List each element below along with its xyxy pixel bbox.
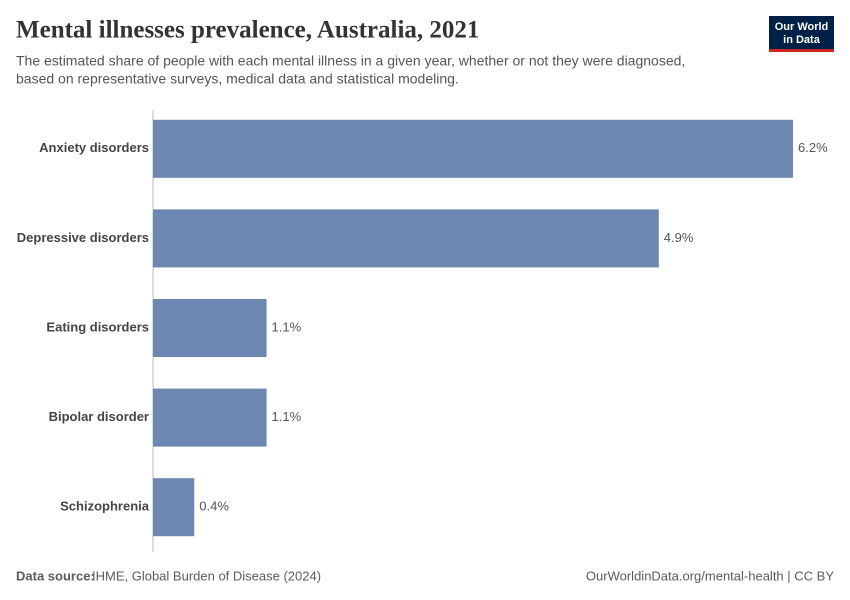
value-label: 1.1%: [272, 319, 302, 334]
logo[interactable]: Our World in Data: [769, 16, 834, 52]
bar: [153, 478, 195, 537]
logo-text: Our World: [775, 21, 829, 33]
category-label: Bipolar disorder: [49, 409, 149, 424]
bar: [153, 209, 659, 268]
subtitle: The estimated share of people with each …: [16, 53, 685, 69]
category-label: Schizophrenia: [60, 499, 150, 514]
chart-title: Mental illnesses prevalence, Australia, …: [16, 17, 479, 44]
logo-stripe: [769, 49, 834, 52]
bar: [153, 299, 267, 357]
source: IHME, Global Burden of Disease (2024): [92, 568, 321, 583]
category-label: Eating disorders: [46, 319, 149, 334]
category-label: Depressive disorders: [17, 230, 149, 245]
value-label: 4.9%: [664, 230, 694, 245]
subtitle: based on representative surveys, medical…: [16, 71, 459, 87]
source-label: Data source:: [16, 568, 95, 583]
value-label: 1.1%: [272, 409, 302, 424]
value-label: 6.2%: [798, 140, 828, 155]
value-label: 0.4%: [199, 499, 229, 514]
footer-link[interactable]: OurWorldinData.org/mental-health | CC BY: [586, 568, 834, 583]
bar: [153, 119, 793, 178]
bar: [153, 388, 267, 447]
category-label: Anxiety disorders: [39, 140, 149, 155]
logo-box: [769, 16, 834, 52]
logo-text: in Data: [783, 34, 821, 46]
